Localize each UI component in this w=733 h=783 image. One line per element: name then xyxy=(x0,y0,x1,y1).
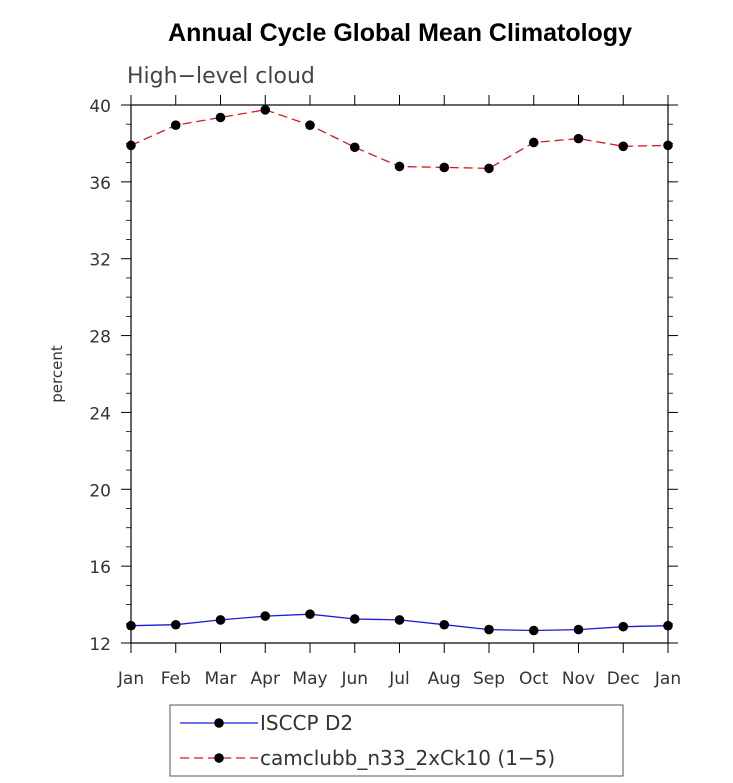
data-point xyxy=(573,133,584,144)
data-point xyxy=(170,619,181,630)
data-point xyxy=(260,611,271,621)
data-point xyxy=(349,614,360,624)
plot-frame xyxy=(130,104,669,644)
data-point xyxy=(126,140,136,151)
x-tick-label: Nov xyxy=(562,669,595,689)
x-tick-label: May xyxy=(292,669,327,689)
data-point xyxy=(663,620,673,631)
legend: ISCCP D2 camclubb_n33_2xCk10 (1−5) xyxy=(169,704,624,777)
data-point xyxy=(126,620,136,631)
data-point xyxy=(618,621,629,632)
y-tick-label: 28 xyxy=(89,328,111,348)
legend-marker-1 xyxy=(214,753,224,763)
y-tick-label: 12 xyxy=(89,635,111,655)
data-point xyxy=(528,137,539,148)
x-tick-label: Jul xyxy=(388,669,410,689)
x-tick-label: Oct xyxy=(519,669,549,689)
x-tick-label: Dec xyxy=(607,669,640,689)
y-tick-label: 32 xyxy=(89,251,111,271)
data-point xyxy=(528,625,539,636)
legend-box xyxy=(169,704,624,777)
plot-area: 12 16 20 24 28 32 36 40 Jan Feb Mar Apr May Jun Jul Aug… xyxy=(89,95,681,689)
data-point xyxy=(349,142,360,153)
y-tick-label: 16 xyxy=(89,558,111,578)
series-line-1 xyxy=(130,109,669,170)
x-tick-label: Jan xyxy=(654,669,681,689)
x-tick-label: Aug xyxy=(428,669,461,689)
data-point xyxy=(484,163,494,174)
x-tick-label: Apr xyxy=(251,669,280,689)
y-tick-label: 40 xyxy=(89,97,111,117)
x-tick-label: Sep xyxy=(473,669,505,689)
data-point xyxy=(439,619,450,630)
data-point xyxy=(394,161,405,172)
y-tick-label: 24 xyxy=(89,404,111,424)
x-tick-label: Jan xyxy=(117,669,144,689)
chart-subtitle: High−level cloud xyxy=(127,64,315,89)
x-tick-label: Mar xyxy=(204,669,236,689)
data-point xyxy=(215,112,226,123)
chart-title: Annual Cycle Global Mean Climatology xyxy=(168,19,632,47)
data-point xyxy=(305,120,315,130)
data-point xyxy=(439,162,450,173)
data-point xyxy=(618,141,629,152)
data-point xyxy=(215,615,226,625)
data-point xyxy=(573,624,584,635)
y-tick-label: 20 xyxy=(89,481,111,501)
data-point xyxy=(260,105,271,115)
y-axis-label: percent xyxy=(48,345,66,403)
data-point xyxy=(305,609,315,619)
data-point xyxy=(170,120,181,130)
legend-marker-0 xyxy=(214,718,224,728)
data-point xyxy=(663,140,673,151)
data-point xyxy=(394,615,405,625)
x-tick-label: Feb xyxy=(161,669,191,689)
x-tick-label: Jun xyxy=(340,669,368,689)
legend-label-1: camclubb_n33_2xCk10 (1−5) xyxy=(260,746,555,770)
legend-label-0: ISCCP D2 xyxy=(260,711,353,735)
data-point xyxy=(484,624,494,635)
y-tick-label: 36 xyxy=(89,174,111,194)
